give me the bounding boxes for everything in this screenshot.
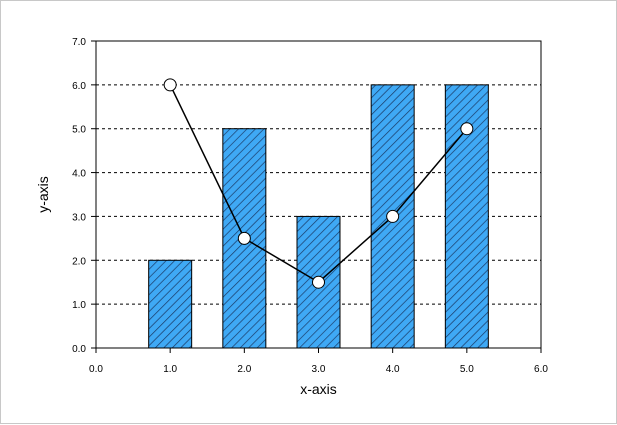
y-tick-label-4: 4.0 <box>72 169 86 180</box>
x-tick-label-5: 5.0 <box>460 364 474 375</box>
y-tick-label-0: 0.0 <box>72 344 86 355</box>
x-tick-label-6: 6.0 <box>534 364 548 375</box>
line-point-2 <box>237 231 251 245</box>
x-tick-label-2: 2.0 <box>237 364 251 375</box>
y-axis-title: y-axis <box>35 176 51 213</box>
y-tick-label-1: 1.0 <box>72 300 86 311</box>
line-point-5 <box>460 122 474 136</box>
x-tick-label-4: 4.0 <box>386 364 400 375</box>
y-axis-ticks: 0.0 1.0 2.0 3.0 4.0 5.0 6.0 7.0 <box>72 37 96 355</box>
y-tick-label-5: 5.0 <box>72 125 86 136</box>
bar-1 <box>148 259 193 349</box>
x-tick-label-0: 0.0 <box>89 364 103 375</box>
y-tick-label-3: 3.0 <box>72 212 86 223</box>
x-axis-title: x-axis <box>300 381 337 397</box>
line-series <box>163 78 474 289</box>
y-tick-label-7: 7.0 <box>72 37 86 48</box>
line-point-3 <box>312 275 325 289</box>
y-tick-label-2: 2.0 <box>72 256 86 267</box>
x-tick-label-3: 3.0 <box>312 364 326 375</box>
y-tick-label-6: 6.0 <box>72 81 86 92</box>
x-tick-label-1: 1.0 <box>163 364 177 375</box>
line-point-4 <box>386 209 400 223</box>
x-axis-ticks: 0.0 1.0 2.0 3.0 4.0 5.0 6.0 <box>89 348 548 375</box>
line-point-1 <box>163 78 177 92</box>
